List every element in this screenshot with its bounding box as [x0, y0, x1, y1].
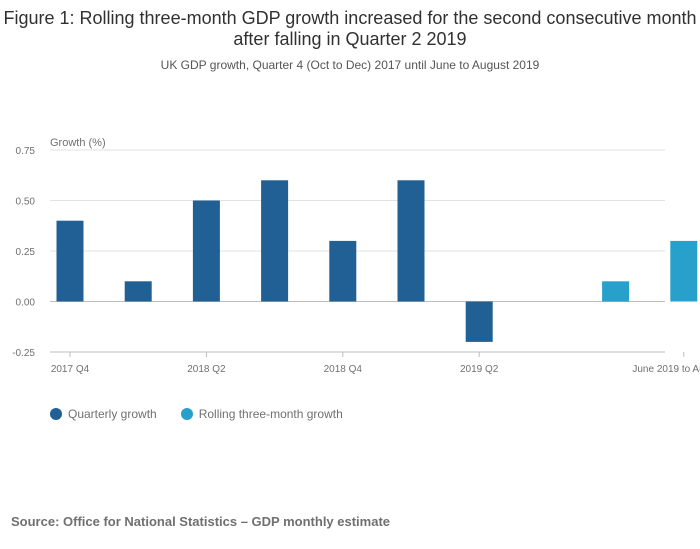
bar-quarterly [397, 180, 425, 302]
bar-quarterly [124, 281, 152, 302]
bar-quarterly [56, 220, 84, 302]
bar-quarterly [465, 301, 493, 342]
y-axis-label: Growth (%) [50, 137, 106, 149]
bar-rolling [602, 281, 630, 302]
chart-area: 0.75 0.50 0.25 0.00 -0.25 Growth (%) 2017 Q4 20… [12, 137, 700, 375]
legend-marker-rolling [180, 408, 193, 420]
x-tick-label: 2018 Q2 [187, 364, 226, 375]
bar-quarterly [192, 200, 220, 302]
bar-rolling [670, 240, 698, 302]
y-tick-label: 0.00 [16, 298, 36, 309]
legend-label-rolling: Rolling three-month growth [198, 407, 343, 421]
legend: Quarterly growth Rolling three-month gro… [50, 407, 343, 421]
x-tick-label: 2018 Q4 [324, 364, 363, 375]
legend-marker-quarterly [50, 408, 62, 420]
x-tick-label: June 2019 to Aug 2019 [632, 364, 700, 375]
x-tick-label: 2017 Q4 [51, 364, 90, 375]
source-note: Source: Office for National Statistics –… [11, 514, 391, 529]
chart-title: Figure 1: Rolling three-month GDP growth… [3, 8, 697, 49]
chart-subtitle: UK GDP growth, Quarter 4 (Oct to Dec) 20… [160, 58, 540, 72]
y-tick-label: 0.75 [16, 146, 36, 157]
legend-item-quarterly[interactable]: Quarterly growth [50, 407, 157, 421]
y-tick-label: 0.50 [16, 197, 36, 208]
y-tick-label: -0.25 [12, 348, 35, 359]
y-tick-label: 0.25 [16, 247, 36, 258]
bar-quarterly [261, 180, 289, 302]
legend-item-rolling[interactable]: Rolling three-month growth [180, 407, 343, 421]
bar-quarterly [329, 240, 357, 302]
x-tick-label: 2019 Q2 [460, 364, 499, 375]
legend-label-quarterly: Quarterly growth [68, 407, 157, 421]
